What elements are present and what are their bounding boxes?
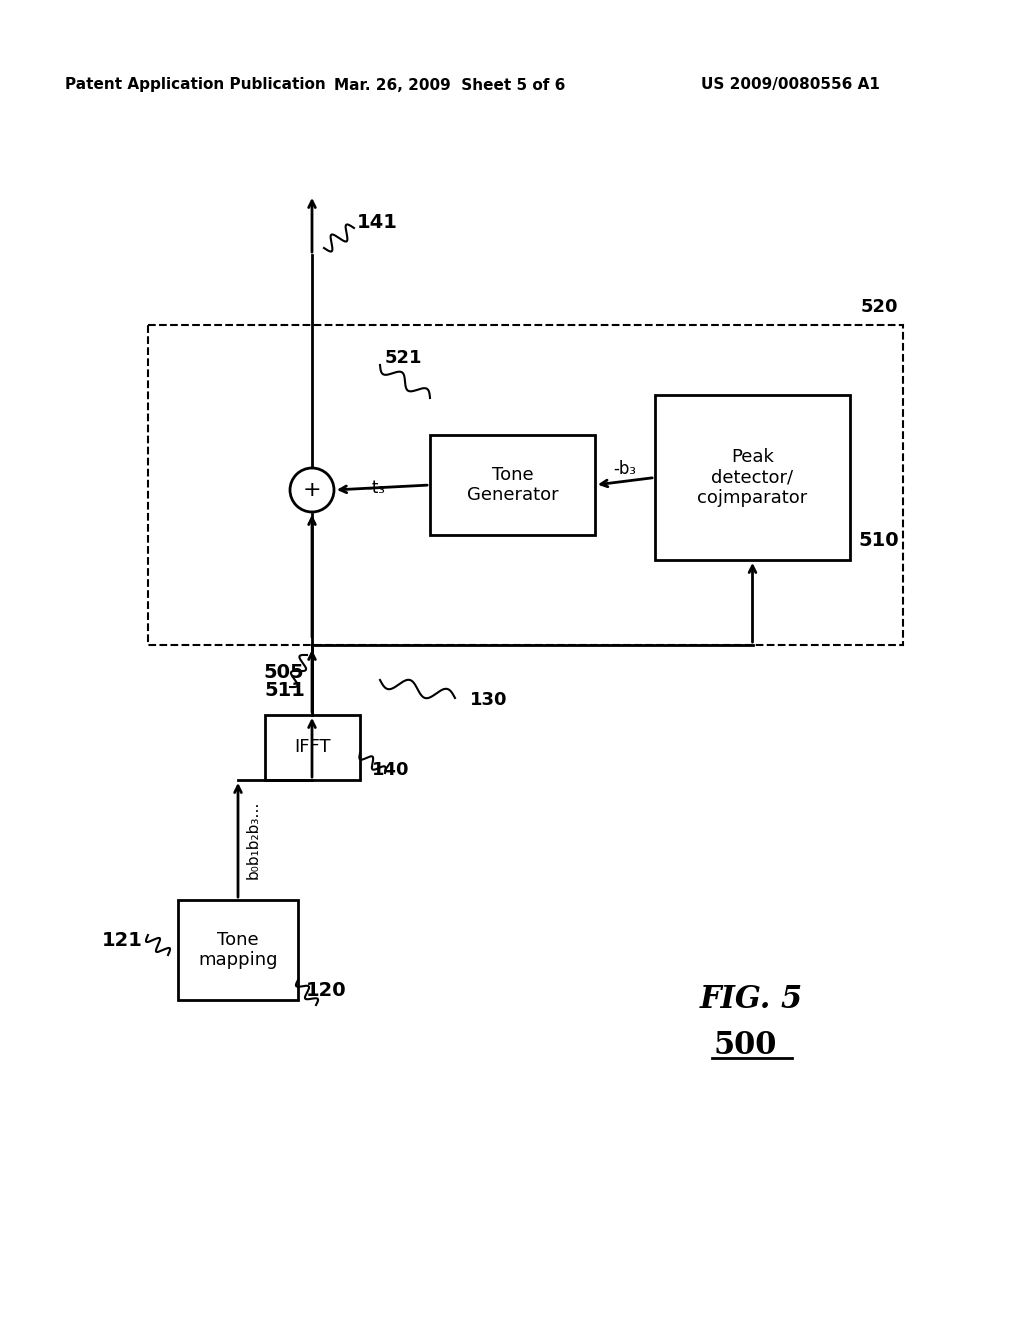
Text: b₀b₁b₂b₃…: b₀b₁b₂b₃… bbox=[246, 801, 261, 879]
Text: Peak
detector/
cojmparator: Peak detector/ cojmparator bbox=[697, 447, 808, 507]
Text: -t₃: -t₃ bbox=[366, 479, 385, 498]
Text: FIG. 5: FIG. 5 bbox=[700, 985, 803, 1015]
Text: 121: 121 bbox=[102, 931, 143, 949]
Bar bbox=[265, 715, 360, 780]
Text: Tone
mapping: Tone mapping bbox=[199, 931, 278, 969]
Text: IFFT: IFFT bbox=[294, 738, 331, 756]
Text: 505: 505 bbox=[263, 664, 304, 682]
Text: 141: 141 bbox=[357, 213, 398, 231]
Bar bbox=[655, 395, 850, 560]
Bar bbox=[178, 900, 298, 1001]
Text: 521: 521 bbox=[385, 348, 423, 367]
Text: 140: 140 bbox=[372, 762, 410, 779]
Text: 130: 130 bbox=[470, 690, 508, 709]
Bar bbox=[148, 325, 903, 645]
Text: 120: 120 bbox=[306, 981, 347, 999]
Text: +: + bbox=[303, 480, 322, 500]
Text: 500: 500 bbox=[714, 1030, 777, 1060]
Text: US 2009/0080556 A1: US 2009/0080556 A1 bbox=[700, 78, 880, 92]
Text: -b₃: -b₃ bbox=[613, 459, 637, 478]
Bar bbox=[430, 436, 595, 535]
Text: Patent Application Publication: Patent Application Publication bbox=[65, 78, 326, 92]
Text: 520: 520 bbox=[860, 298, 898, 315]
Text: Mar. 26, 2009  Sheet 5 of 6: Mar. 26, 2009 Sheet 5 of 6 bbox=[334, 78, 565, 92]
Text: 511: 511 bbox=[264, 681, 305, 700]
Text: Tone
Generator: Tone Generator bbox=[467, 466, 558, 504]
Text: 510: 510 bbox=[858, 531, 899, 549]
